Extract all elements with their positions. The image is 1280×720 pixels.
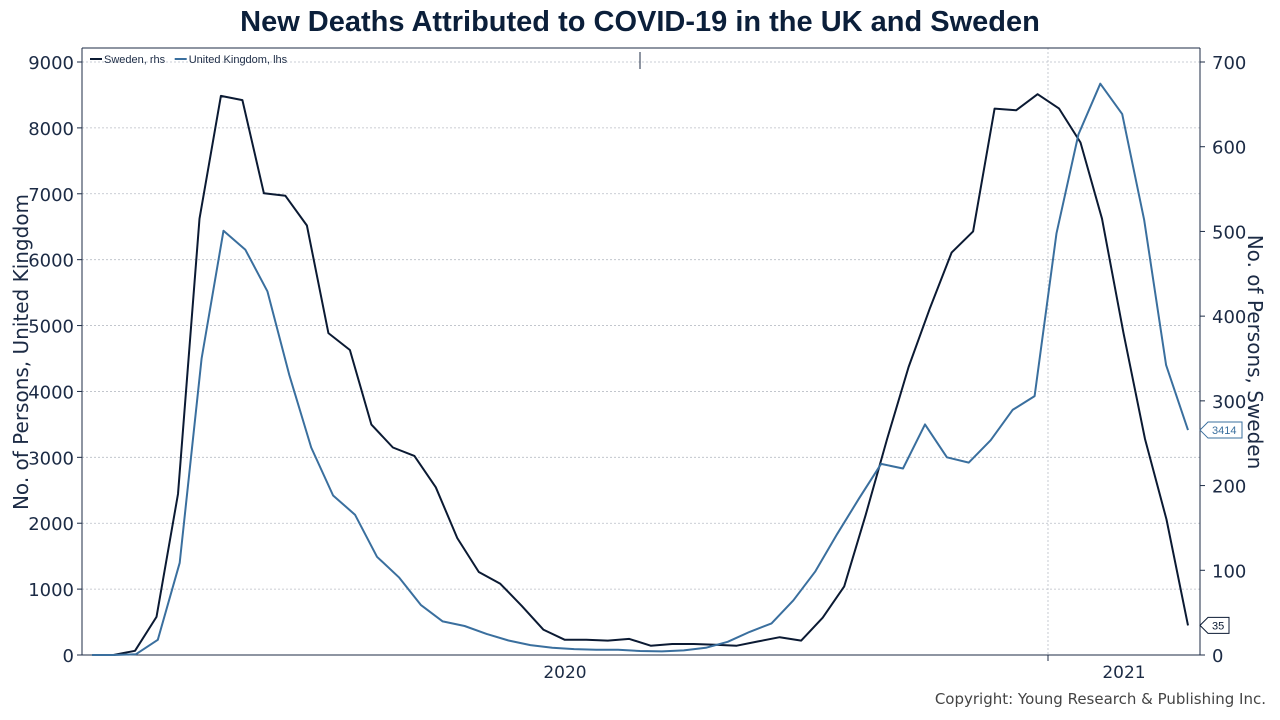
y-left-tick-label: 0 <box>63 646 74 667</box>
y-left-tick-label: 2000 <box>28 514 74 535</box>
y-axis-left-label: No. of Persons, United Kingdom <box>9 194 33 510</box>
y-right-tick-label: 100 <box>1212 561 1246 582</box>
end-value-box <box>1199 616 1230 634</box>
series-lines <box>92 82 1189 656</box>
x-tick-label: 2020 <box>543 663 586 683</box>
y-right-tick-label: 500 <box>1212 222 1246 243</box>
end-value-box <box>1199 421 1243 439</box>
y-right-tick-label: 300 <box>1212 392 1246 413</box>
series-line-sweden <box>92 93 1189 656</box>
y-right-tick-label: 0 <box>1212 646 1223 667</box>
y-right-tick-label: 700 <box>1212 53 1246 74</box>
y-right-tick-label: 600 <box>1212 138 1246 159</box>
y-left-tick-label: 5000 <box>28 317 74 338</box>
tick-labels: 0 1000 2000 3000 4000 5000 6000 7000 8000 9000 0 10… <box>28 53 1246 683</box>
y-left-tick-label: 1000 <box>28 580 74 601</box>
legend: 3414 35 Sweden, rhs United Kingdom, lhs <box>90 52 1243 634</box>
legend-entry: United Kingdom, lhs <box>189 54 288 66</box>
series-line-united-kingdom <box>92 82 1189 656</box>
y-left-tick-label: 6000 <box>28 251 74 272</box>
y-left-tick-label: 4000 <box>28 382 74 403</box>
x-tick-label: 2021 <box>1102 663 1145 683</box>
y-right-tick-label: 200 <box>1212 477 1246 498</box>
y-left-tick-label: 8000 <box>28 119 74 140</box>
y-left-tick-label: 7000 <box>28 185 74 206</box>
legend-entry: Sweden, rhs <box>104 54 166 66</box>
end-value-label: 35 <box>1212 620 1224 632</box>
axes <box>77 47 1205 661</box>
y-right-tick-label: 400 <box>1212 307 1246 328</box>
gridlines <box>82 48 1200 655</box>
chart-title: New Deaths Attributed to COVID-19 in the… <box>240 6 1040 38</box>
end-value-label: 3414 <box>1212 425 1236 437</box>
y-axis-right-label: No. of Persons, Sweden <box>1243 235 1267 470</box>
y-left-tick-label: 9000 <box>28 53 74 74</box>
copyright-text: Copyright: Young Research & Publishing I… <box>934 690 1266 708</box>
y-left-tick-label: 3000 <box>28 448 74 469</box>
